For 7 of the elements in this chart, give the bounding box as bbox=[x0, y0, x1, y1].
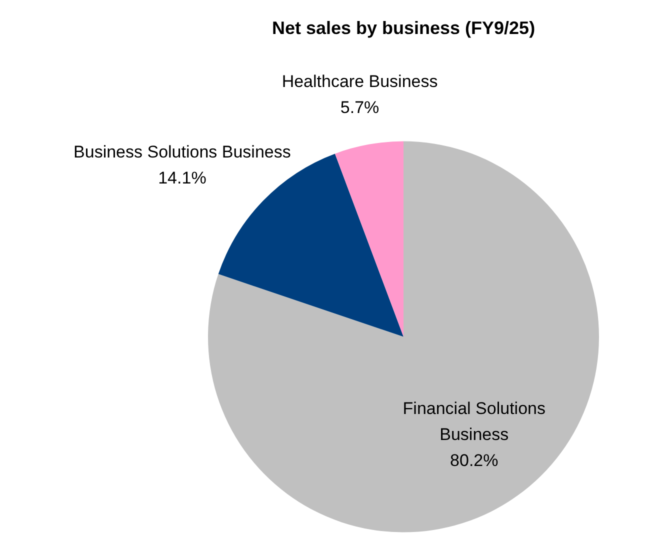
chart-title: Net sales by business (FY9/25) bbox=[272, 18, 536, 38]
data-label: 80.2% bbox=[450, 450, 498, 470]
data-label: 14.1% bbox=[158, 168, 206, 188]
data-label: 5.7% bbox=[340, 98, 380, 117]
slice-label: Healthcare Business bbox=[282, 72, 438, 91]
slice-label: Business Solutions Business bbox=[74, 142, 291, 162]
slice-label: Financial Solutions Business bbox=[402, 398, 546, 444]
